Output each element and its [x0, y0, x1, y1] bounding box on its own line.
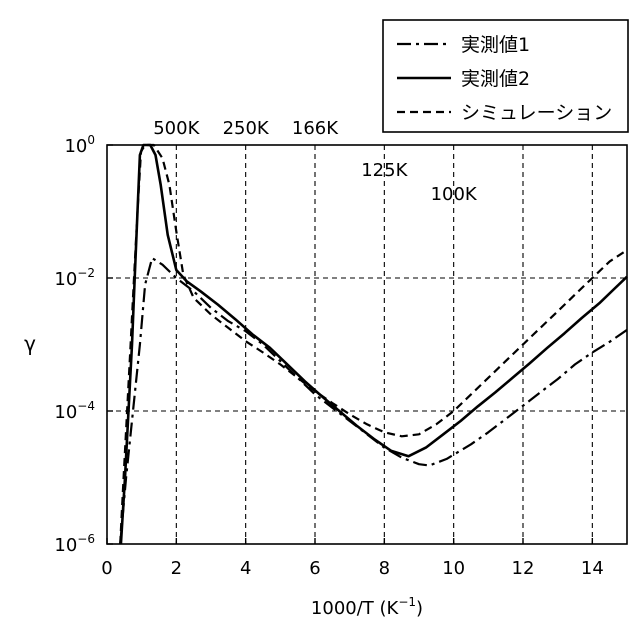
series-lines [120, 145, 627, 544]
x-tick-label: 8 [379, 558, 390, 579]
temperature-label: 166K [292, 118, 339, 139]
series-line-1 [121, 145, 627, 544]
y-axis-label: γ [24, 332, 36, 356]
y-tick-label-base: 10 [64, 136, 87, 157]
y-tick-label: 100 [64, 133, 95, 157]
temperature-label: 250K [223, 118, 270, 139]
x-axis-label-main: 1000/T (K [311, 598, 400, 619]
y-tick-label-base: 10 [54, 535, 77, 556]
grid [107, 145, 627, 544]
x-axis-label-sup: −1 [398, 595, 416, 609]
x-tick-label: 4 [240, 558, 251, 579]
y-tick-label-exp: −6 [77, 532, 95, 546]
y-tick-label-base: 10 [54, 269, 77, 290]
temperature-label: 125K [361, 160, 408, 181]
y-tick-label: 10−4 [54, 399, 95, 423]
temperature-label: 100K [431, 184, 478, 205]
legend-label: 実測値1 [461, 34, 530, 56]
plot-frame [107, 145, 627, 544]
temperature-label: 500K [153, 118, 200, 139]
x-tick-label: 6 [309, 558, 320, 579]
legend-label: シミュレーション [461, 102, 612, 124]
x-tick-label: 12 [512, 558, 535, 579]
y-tick-label-exp: −2 [77, 266, 95, 280]
y-tick-label: 10−6 [54, 532, 95, 556]
x-axis-label: 1000/T (K−1) [311, 595, 423, 619]
y-tick-label-exp: −4 [77, 399, 95, 413]
y-tick-label-base: 10 [54, 402, 77, 423]
legend: 実測値1 実測値2 シミュレーション [383, 20, 628, 132]
legend-label: 実測値2 [461, 68, 530, 90]
x-axis-label-close: ) [416, 598, 423, 619]
x-tick-label: 10 [442, 558, 465, 579]
x-tick-label: 0 [101, 558, 112, 579]
x-tick-label: 2 [171, 558, 182, 579]
y-tick-label: 10−2 [54, 266, 95, 290]
y-tick-label-exp: 0 [87, 133, 95, 147]
x-tick-label: 14 [581, 558, 604, 579]
